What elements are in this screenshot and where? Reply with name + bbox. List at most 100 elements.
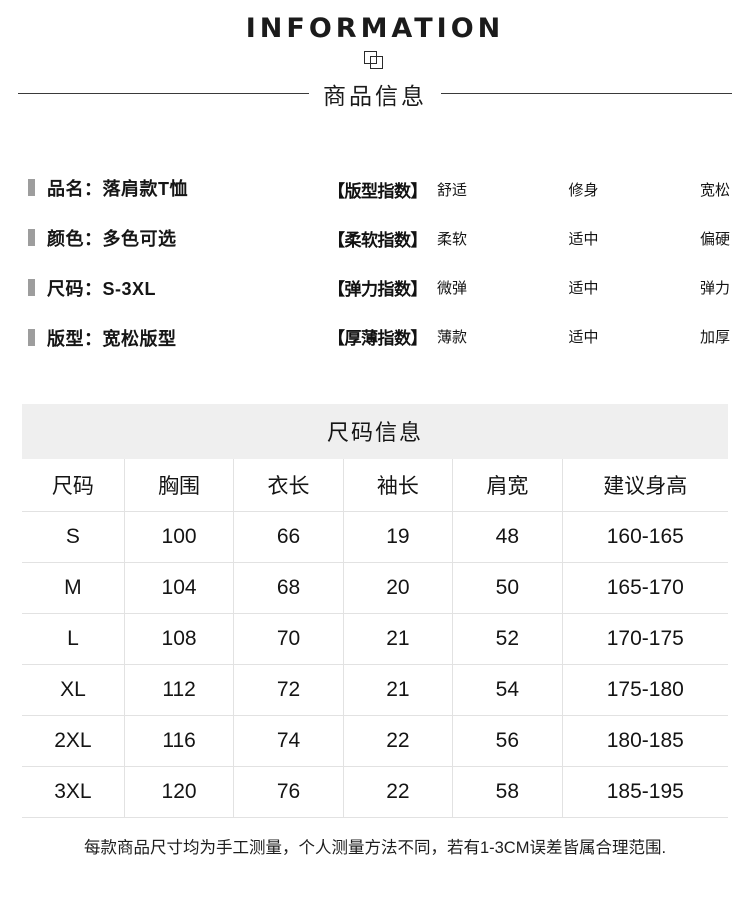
table-cell: 56: [452, 714, 563, 767]
column-header-sleeve: 袖长: [342, 458, 454, 512]
section-subtitle-row: 商品信息: [0, 77, 750, 111]
index-gauge-elasticity: 微弹 适中 弹力: [437, 273, 730, 298]
table-cell: 21: [342, 612, 454, 665]
table-row: 3XL 120 76 22 58 185-195: [22, 765, 728, 818]
table-cell: XL: [22, 663, 125, 716]
spec-text-name: 品名：落肩款T恤: [47, 178, 188, 199]
square-front: [370, 55, 383, 69]
table-cell: 185-195: [561, 765, 728, 818]
table-cell: 22: [342, 765, 454, 818]
bullet-icon: [28, 279, 35, 297]
spec-text-color: 颜色：多色可选: [47, 228, 177, 249]
index-row-fit: 【版型指数】 舒适 修身 宽松: [328, 175, 730, 202]
spec-item-size: 尺码：S-3XL: [28, 277, 328, 299]
spec-text-fit: 版型：宽松版型: [47, 328, 177, 349]
index-label-thickness: 【厚薄指数】: [328, 328, 428, 348]
table-row: 2XL 116 74 22 56 180-185: [22, 714, 728, 767]
bullet-icon: [28, 329, 35, 347]
column-header-bust: 胸围: [123, 458, 235, 512]
gauge-label-left: 微弹: [437, 279, 468, 297]
table-header-row: 尺码 胸围 衣长 袖长 肩宽 建议身高: [22, 458, 728, 512]
table-cell: 3XL: [22, 765, 125, 818]
overlapping-squares-icon: [364, 50, 386, 71]
table-cell: 116: [123, 714, 235, 767]
table-cell: 70: [233, 612, 344, 665]
column-header-shoulder: 肩宽: [452, 458, 563, 512]
gauge-label-left: 柔软: [437, 230, 468, 248]
table-cell: 112: [123, 663, 235, 716]
table-row: L 108 70 21 52 170-175: [22, 612, 728, 665]
gauge-label-mid: 适中: [568, 279, 599, 297]
table-cell: 72: [233, 663, 344, 716]
table-cell: M: [22, 561, 125, 614]
gauge-labels-softness: 柔软 适中 偏硬: [437, 228, 730, 249]
page-title-cn: 商品信息: [323, 82, 427, 109]
table-cell: 66: [233, 510, 344, 563]
table-cell: 2XL: [22, 714, 125, 767]
column-header-size: 尺码: [22, 458, 125, 512]
page-header: INFORMATION 商品信息: [0, 0, 750, 111]
gauge-label-right: 加厚: [699, 328, 730, 346]
gauge-label-right: 弹力: [699, 279, 730, 297]
size-table-footnote: 每款商品尺寸均为手工测量，个人测量方法不同，若有1-3CM误差皆属合理范围.: [83, 838, 667, 857]
table-cell: 68: [233, 561, 344, 614]
table-cell: 170-175: [561, 612, 728, 665]
table-cell: 58: [452, 765, 563, 818]
size-table-title: 尺码信息: [326, 420, 423, 446]
index-gauge-thickness: 薄款 适中 加厚: [437, 322, 730, 347]
table-row: M 104 68 20 50 165-170: [22, 561, 728, 614]
index-row-elasticity: 【弹力指数】 微弹 适中 弹力: [328, 273, 730, 300]
table-row: XL 112 72 21 54 175-180: [22, 663, 728, 716]
table-cell: 19: [342, 510, 454, 563]
table-cell: L: [22, 612, 125, 665]
table-cell: 165-170: [561, 561, 728, 614]
column-header-height: 建议身高: [561, 458, 728, 512]
table-cell: S: [22, 510, 125, 563]
spec-item-fit: 版型：宽松版型: [28, 327, 328, 349]
index-gauge-softness: 柔软 适中 偏硬: [437, 224, 730, 249]
size-table: 尺码 胸围 衣长 袖长 肩宽 建议身高 S 100 66 19 48 160-165 M 10…: [22, 458, 728, 818]
gauge-labels-fit: 舒适 修身 宽松: [437, 179, 730, 200]
product-spec-block: 品名：落肩款T恤 颜色：多色可选 尺码：S-3XL 版型：宽松版型 【版型指数】: [0, 173, 750, 349]
index-label-softness: 【柔软指数】: [328, 230, 428, 250]
table-cell: 160-165: [561, 510, 728, 563]
index-label-elasticity: 【弹力指数】: [328, 279, 428, 299]
gauge-label-left: 薄款: [437, 328, 468, 346]
product-index-gauges: 【版型指数】 舒适 修身 宽松 【柔软指数】: [328, 173, 730, 349]
gauge-label-left: 舒适: [437, 181, 468, 199]
table-cell: 76: [233, 765, 344, 818]
gauge-label-mid: 修身: [568, 181, 599, 199]
gauge-labels-thickness: 薄款 适中 加厚: [437, 326, 730, 347]
table-cell: 50: [452, 561, 563, 614]
product-attribute-list: 品名：落肩款T恤 颜色：多色可选 尺码：S-3XL 版型：宽松版型: [28, 173, 328, 349]
gauge-label-right: 偏硬: [699, 230, 730, 248]
bullet-icon: [28, 179, 35, 197]
gauge-label-mid: 适中: [568, 328, 599, 346]
page-title-en: INFORMATION: [245, 13, 505, 44]
table-cell: 120: [123, 765, 235, 818]
table-cell: 22: [342, 714, 454, 767]
table-cell: 180-185: [561, 714, 728, 767]
table-cell: 74: [233, 714, 344, 767]
spec-item-color: 颜色：多色可选: [28, 227, 328, 249]
divider-line-right: [441, 93, 732, 95]
spec-item-name: 品名：落肩款T恤: [28, 177, 328, 199]
gauge-label-right: 宽松: [699, 181, 730, 199]
size-information-section: 尺码信息 尺码 胸围 衣长 袖长 肩宽 建议身高 S 100 66 19 48 160-1…: [0, 403, 750, 858]
table-cell: 20: [342, 561, 454, 614]
table-cell: 52: [452, 612, 563, 665]
index-label-fit: 【版型指数】: [328, 181, 428, 201]
gauge-labels-elasticity: 微弹 适中 弹力: [437, 277, 730, 298]
index-row-thickness: 【厚薄指数】 薄款 适中 加厚: [328, 322, 730, 349]
index-gauge-fit: 舒适 修身 宽松: [437, 175, 730, 200]
table-cell: 108: [123, 612, 235, 665]
divider-line-left: [18, 93, 309, 95]
table-cell: 21: [342, 663, 454, 716]
table-row: S 100 66 19 48 160-165: [22, 510, 728, 563]
spec-text-size: 尺码：S-3XL: [47, 278, 157, 299]
column-header-length: 衣长: [233, 458, 344, 512]
table-cell: 100: [123, 510, 235, 563]
bullet-icon: [28, 229, 35, 247]
index-row-softness: 【柔软指数】 柔软 适中 偏硬: [328, 224, 730, 251]
gauge-label-mid: 适中: [568, 230, 599, 248]
